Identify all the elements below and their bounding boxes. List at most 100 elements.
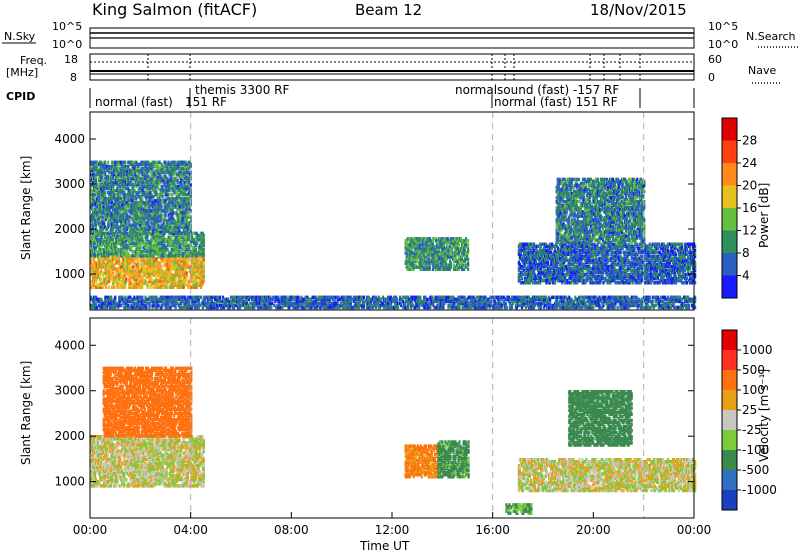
power-echo-cell [140,207,143,211]
power-echo-cell [102,237,105,242]
power-echo-cell [119,180,122,185]
power-echo-cell [177,277,180,281]
power-echo-cell [128,191,131,195]
power-echo-cell [133,201,136,205]
power-echo-cell [182,209,185,213]
power-echo-cell [136,193,139,197]
power-echo-cell [159,231,162,235]
power-echo-cell [141,281,144,285]
power-echo-cell [140,225,143,229]
power-echo-cell [115,235,118,240]
power-echo-cell [181,217,184,221]
power-echo-cell [119,267,122,271]
power-echo-cell [98,170,101,175]
power-echo-cell [517,266,520,271]
power-echo-cell [141,279,144,283]
power-echo-cell [94,221,97,225]
power-echo-cell [163,243,166,248]
power-echo-cell [94,207,97,211]
power-echo-cell [124,229,127,233]
power-echo-cell [181,211,184,215]
power-echo-cell [98,176,101,181]
power-echo-cell [194,243,197,248]
power-echo-cell [90,285,93,289]
power-echo-cell [104,182,107,187]
power-echo-cell [159,239,162,244]
power-echo-cell [194,281,197,285]
power-echo-cell [129,162,132,167]
power-echo-cell [202,241,205,246]
power-echo-cell [150,211,153,215]
power-echo-cell [107,168,110,173]
power-echo-cell [182,205,185,209]
power-echo-cell [167,269,170,273]
power-echo-cell [133,215,136,219]
power-echo-cell [157,186,160,191]
power-echo-cell [184,277,187,281]
power-echo-cell [129,188,132,193]
power-echo-cell [162,178,165,183]
power-echo-cell [167,279,170,283]
power-echo-cell [181,201,184,205]
power-echo-cell [91,247,94,252]
power-echo-cell [132,269,135,273]
power-echo-cell [120,273,123,277]
power-echo-cell [127,199,130,203]
power-echo-cell [180,188,183,193]
power-echo-cell [166,273,169,277]
power-echo-cell [437,255,440,259]
power-echo-cell [156,265,159,269]
power-echo-cell [131,227,134,231]
power-echo-cell [183,203,186,207]
power-echo-cell [200,241,203,246]
power-echo-cell [190,233,193,238]
power-echo-cell [198,237,201,242]
power-echo-cell [136,162,139,167]
power-echo-cell [199,285,202,289]
power-echo-cell [182,193,185,197]
power-echo-cell [176,261,179,265]
power-echo-cell [90,184,93,189]
power-echo-cell [175,176,178,181]
power-echo-cell [201,235,204,240]
power-echo-cell [142,251,145,256]
power-echo-cell [138,191,141,195]
power-echo-cell [155,176,158,181]
power-echo-cell [191,245,194,250]
power-echo-cell [117,174,120,179]
power-echo-cell [108,178,111,183]
power-echo-cell [137,263,140,267]
nsearch-label: N.Search [746,30,796,43]
power-echo-cell [174,254,177,258]
power-echo-cell [111,275,114,279]
power-echo-cell [122,249,125,254]
power-echo-cell [120,197,123,201]
power-echo-cell [183,265,186,269]
power-echo-cell [177,195,180,199]
power-echo-cell [95,176,98,181]
power-echo-cell [157,203,160,207]
power-echo-cell [149,265,152,269]
power-echo-cell [97,203,100,207]
power-echo-cell [151,227,154,231]
power-echo-cell [151,237,154,242]
power-echo-cell [169,235,172,240]
power-echo-cell [193,271,196,275]
power-echo-cell [169,239,172,244]
power-echo-cell [113,215,116,219]
power-echo-cell [171,213,174,217]
power-echo-cell [202,251,205,256]
power-echo-cell [168,265,171,269]
power-echo-cell [190,285,193,289]
power-echo-cell [534,281,538,285]
power-echo-cell [178,223,181,227]
power-echo-cell [139,215,142,219]
power-echo-cell [198,265,201,269]
power-echo-cell [141,221,144,225]
power-echo-cell [189,271,192,275]
power-echo-cell [177,263,180,267]
power-echo-cell [97,275,100,279]
power-echo-cell [153,221,156,225]
power-echo-cell [107,225,110,229]
power-echo-cell [165,203,168,207]
